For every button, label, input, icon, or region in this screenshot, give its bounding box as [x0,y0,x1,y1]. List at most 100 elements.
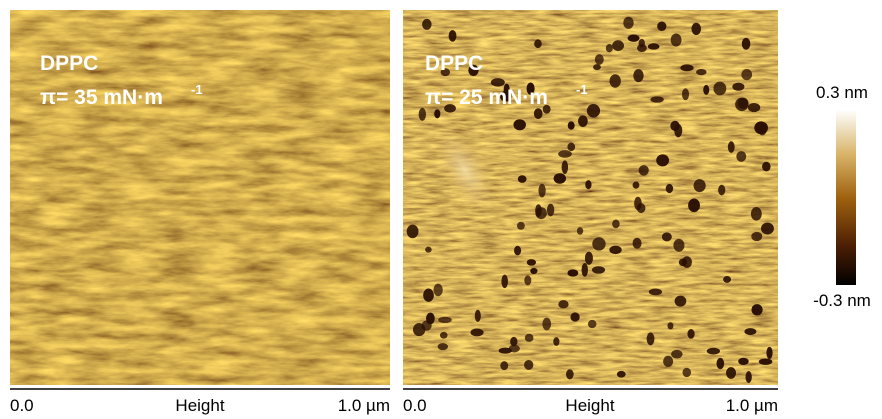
pressure-label: π= 25 mN·m [425,86,548,109]
pit [666,184,673,193]
pit [617,371,626,378]
pit [633,238,642,249]
pit [438,317,452,323]
pit [535,204,542,217]
pit [407,225,419,239]
pit [679,259,687,267]
pit [649,289,662,296]
pit [691,23,701,35]
pit [766,347,772,359]
pit [751,304,762,315]
pit [422,19,432,30]
pit [687,329,694,339]
pit [577,227,583,235]
pit [637,203,646,213]
axis-end: 1.0 µm [338,396,390,415]
pit [524,360,533,370]
pit [682,368,691,377]
pit [558,300,568,308]
pit [647,332,655,345]
pit [657,22,666,32]
pit [612,220,620,229]
pit [738,98,749,109]
pit [633,69,643,82]
pressure-label: π= 35 mN·m [40,86,163,109]
pit [648,43,660,49]
pit [538,184,545,198]
pit [449,30,457,42]
pit [718,185,725,196]
pit [746,371,752,383]
pit [688,199,700,213]
panel-right: DPPC π= 25 mN·m -1 0.0 Height 1.0 µm [403,10,778,415]
pit [500,361,508,370]
pit [558,150,572,158]
figure: DPPC π= 35 mN·m -1 0.0 Height 1.0 µm DPP… [0,0,882,419]
pit [633,182,640,189]
pit [748,103,760,112]
colorbar: 0.3 nm -0.3 nm [813,83,871,310]
pit [623,17,633,29]
pit [592,266,605,273]
pit [525,334,534,342]
pit [741,69,752,80]
pit [585,252,593,265]
pit [694,179,706,192]
pit [744,328,756,335]
pit [534,108,543,119]
pit [517,222,525,230]
pit [713,82,726,96]
pit [434,109,440,118]
pit [670,121,679,131]
pit [426,313,435,325]
pit [438,343,448,350]
pit [728,141,735,153]
pit [703,85,709,95]
pit [738,358,748,365]
pit [680,64,693,71]
pit [419,108,426,121]
sample-label: DPPC [40,52,98,75]
pit [716,358,724,369]
pit [639,39,645,48]
pit [667,322,673,329]
pit [524,275,531,285]
pit [682,88,689,100]
exponent-label: -1 [576,82,588,97]
pit [542,318,551,331]
pit [609,246,621,255]
pit [761,223,774,235]
pit [530,268,537,274]
pit [592,237,605,250]
pit [567,269,578,276]
axis-start: 0.0 [10,396,34,415]
sample-label: DPPC [425,52,483,75]
pit [518,175,527,183]
pit [440,332,448,339]
colorbar-max: 0.3 nm [816,83,868,102]
pit [562,160,568,174]
pit [606,44,613,52]
pit [475,310,481,322]
pit [568,121,575,129]
pit [707,348,720,355]
pit [610,74,621,88]
axis-start: 0.0 [403,396,427,415]
colorbar-min: -0.3 nm [813,291,871,310]
pit [587,104,600,117]
pit [567,143,575,152]
pit [723,276,731,283]
pit [696,69,706,75]
pit [673,239,684,252]
pit [513,119,526,130]
pit [585,180,591,189]
pit [433,284,442,297]
pit [754,121,768,134]
pit [514,246,521,256]
pit [628,34,640,41]
pit [588,320,597,328]
pit [639,165,649,176]
pit [762,162,771,172]
pit [751,207,762,221]
pit [742,38,751,50]
